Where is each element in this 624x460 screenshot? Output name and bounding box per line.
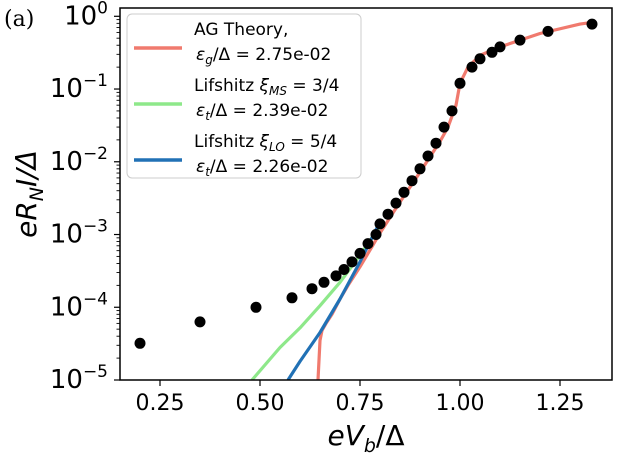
data-point [346,256,358,268]
axis-ticks: 0.25 0.50 0.75 1.00 1.2510010−110−210−310−41… [50,0,585,416]
legend-symbol: ξ [259,76,270,96]
x-tick-label: 1.00 [436,391,485,416]
legend-label-line2: εg/Δ = 2.75e-02 [196,45,331,67]
legend-symbol: ξ [259,132,270,152]
y-tick-label: 10−1 [50,71,108,104]
legend-frame [126,13,362,179]
y-tick-exponent: −1 [83,71,108,91]
plot-area [134,18,598,380]
y-tick-base: 10 [50,147,83,177]
data-point [338,264,350,275]
data-point [370,229,382,240]
y-tick-label: 10−5 [50,362,108,395]
legend-label-line2: εt/Δ = 2.26e-02 [196,157,328,179]
data-point [134,337,146,349]
y-tick-base: 10 [50,292,83,322]
legend-symbol: ε [196,157,205,177]
x-tick-label: 1.25 [536,391,585,416]
y-tick-exponent: −3 [83,217,108,237]
x-label-main: eV [327,419,365,452]
y-tick-exponent: −2 [83,144,108,164]
data-point [454,77,466,89]
data-point [586,18,598,30]
y-label-rest: I/Δ [10,150,43,187]
legend-text-part: Lifshitz [194,132,260,152]
x-axis-label: eVb/Δ [327,419,404,457]
y-tick-label: 10−2 [50,144,108,177]
data-point [390,197,402,209]
data-point [330,270,342,282]
axes-frame [119,7,613,381]
data-point [406,175,418,187]
data-point [250,301,262,313]
data-point [306,283,318,295]
legend-label-line1: Lifshitz ξMS = 3/4 [194,76,339,98]
data-point [422,150,434,162]
y-axis-label: eRNI/Δ [10,150,48,238]
legend-label-line2: εt/Δ = 2.39e-02 [196,101,328,123]
y-label-main: eR [10,201,43,238]
y-tick-label: 10−4 [50,289,108,322]
legend-text-part: = 3/4 [287,76,339,96]
y-label-sub: N [26,187,48,201]
legend-text-part: /Δ = 2.26e-02 [210,157,329,177]
y-tick-exponent: −4 [83,289,108,309]
legend-symbol: ε [196,101,205,121]
y-tick-exponent: −5 [83,362,108,382]
y-tick-label: 10−3 [50,217,108,250]
data-point [382,208,394,220]
legend-label-line1: Lifshitz ξLO = 5/4 [194,132,337,154]
data-point [438,121,450,133]
data-point [398,186,410,198]
data-point [486,46,498,58]
x-label-sub: b [364,435,376,457]
legend-subscript: t [205,165,211,179]
y-tick-label: 100 [64,0,108,31]
y-tick-base: 10 [64,1,97,31]
y-tick-exponent: 0 [97,0,108,18]
y-tick-base: 10 [50,220,83,250]
y-tick-base: 10 [50,365,83,395]
legend-label-line1: AG Theory, [194,20,288,40]
x-label-rest: /Δ [376,419,405,452]
legend-text-part: = 5/4 [285,132,337,152]
legend-symbol: ε [196,45,205,65]
x-tick-label: 0.50 [236,391,285,416]
data-point [446,105,458,117]
legend-subscript: t [205,109,211,123]
data-point [494,41,506,53]
data-point [362,238,374,250]
legend-text-part: /Δ = 2.39e-02 [210,101,329,121]
legend-text-part: Lifshitz [194,76,260,96]
data-point [542,25,554,37]
panel-label: (a) [4,7,34,32]
legend-subscript: g [205,53,213,67]
data-point [430,137,442,149]
legend-subscript: LO [269,140,285,154]
data-point [414,163,426,175]
data-point [514,34,526,46]
data-point [286,292,298,304]
x-tick-label: 0.25 [136,391,185,416]
legend-subscript: MS [269,84,287,98]
data-point [354,247,366,259]
x-tick-label: 0.75 [336,391,385,416]
data-point [194,316,206,328]
data-point [374,218,386,230]
legend-text-part: /Δ = 2.75e-02 [213,45,332,65]
data-point [318,276,330,288]
data-point [466,61,478,73]
data-point [474,53,486,65]
y-tick-base: 10 [50,74,83,104]
